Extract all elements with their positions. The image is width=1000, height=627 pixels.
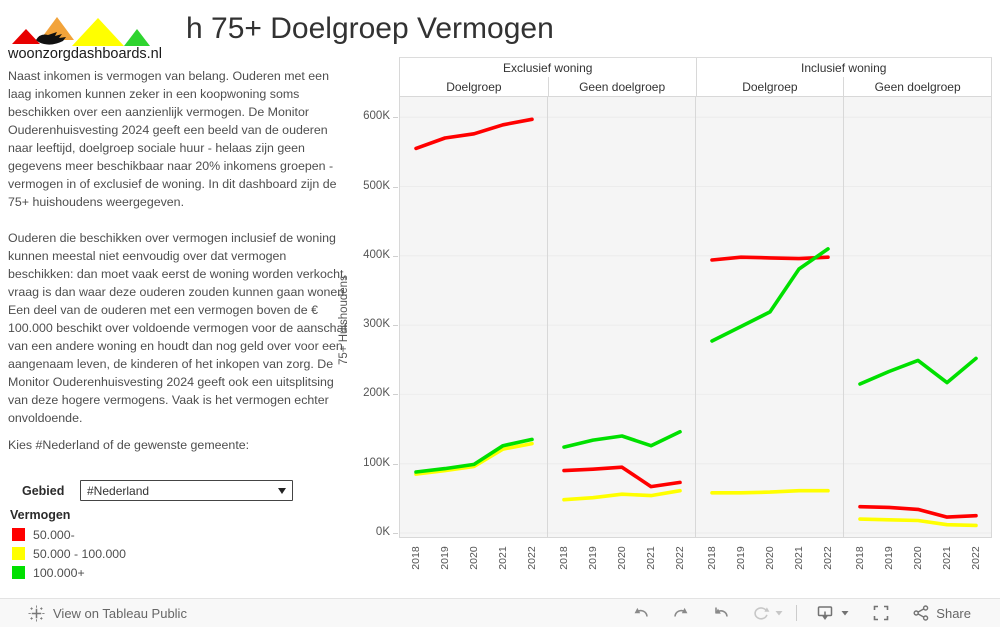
x-tick-label: 2022 (526, 546, 538, 570)
logo-red-triangle-icon (12, 29, 40, 44)
redo-icon (674, 607, 688, 617)
y-tick-label: 600K (363, 110, 390, 123)
device-caret-icon (841, 611, 849, 616)
fullscreen-button[interactable] (861, 599, 901, 627)
logo-yellow-triangle-icon (72, 18, 124, 46)
subcolumn-doelgroep-1: Doelgroep (446, 79, 502, 94)
logo-hand-icon (36, 32, 66, 45)
legend-title: Vermogen (10, 508, 71, 522)
x-tick-label: 2020 (468, 546, 480, 570)
column-group-inclusief-woning: Inclusief woning (695, 58, 992, 77)
tableau-logo-icon (28, 604, 45, 622)
x-tick-label: 2022 (822, 546, 834, 570)
x-tick-label: 2020 (616, 546, 628, 570)
logo-green-triangle-icon (124, 29, 150, 46)
subcolumn-doelgroep-2: Doelgroep (695, 77, 844, 96)
tableau-toolbar: View on Tableau Public (0, 598, 1000, 627)
logo-text: woonzorgdashboards.nl (8, 46, 162, 62)
x-tick-label: 2019 (735, 546, 747, 570)
panel-inclusief-doelgroep[interactable] (695, 97, 843, 537)
view-on-tableau-public-label: View on Tableau Public (53, 605, 187, 621)
legend-swatch-green (12, 566, 25, 579)
subcolumn-geen-doelgroep-2: Geen doelgroep (843, 77, 991, 96)
y-tick-mark (393, 394, 398, 396)
y-tick-label: 200K (363, 387, 390, 400)
legend-item-50000-100000[interactable]: 50.000 - 100.000 (12, 546, 126, 561)
y-tick-mark (393, 533, 398, 534)
legend-label: 50.000- (33, 527, 75, 542)
x-tick-label: 2018 (706, 546, 718, 570)
x-tick-label: 2019 (883, 546, 895, 570)
legend-swatch-yellow (12, 547, 25, 560)
x-tick-label: 2021 (497, 546, 509, 570)
share-button[interactable]: Share (901, 599, 982, 627)
panel-exclusief-doelgroep[interactable] (400, 97, 547, 537)
gebied-dropdown-value: #Nederland (87, 483, 150, 498)
y-tick-label: 100K (363, 456, 390, 469)
column-group-exclusief-woning: Exclusief woning (503, 60, 593, 75)
y-tick-mark (393, 117, 398, 119)
fullscreen-icon (873, 605, 889, 621)
panel-exclusief-geen-doelgroep[interactable] (547, 97, 695, 537)
panel-inclusief-geen-doelgroep[interactable] (843, 97, 991, 537)
device-layout-button[interactable] (805, 599, 861, 627)
chart-panels (399, 97, 992, 538)
revert-button[interactable] (701, 599, 741, 627)
revert-icon (715, 607, 729, 617)
description-paragraph-2: Ouderen die beschikken over vermogen inc… (8, 231, 348, 425)
x-tick-label: 2019 (439, 546, 451, 570)
chart-column-group-header: Exclusief woning Inclusief woning (399, 57, 992, 77)
logo-orange-triangle-icon (40, 17, 74, 40)
y-tick-label: 500K (363, 179, 390, 192)
y-tick-mark (393, 186, 398, 188)
share-label: Share (936, 605, 971, 621)
legend-swatch-red (12, 528, 25, 541)
x-tick-label: 2021 (793, 546, 805, 570)
y-tick-label: 300K (363, 318, 390, 331)
share-icon (913, 605, 929, 621)
x-tick-label: 2022 (674, 546, 686, 570)
x-tick-label: 2018 (854, 546, 866, 570)
legend-item-100000-plus[interactable]: 100.000+ (12, 565, 85, 580)
filter-prompt-text: Kies #Nederland of de gewenste gemeente: (8, 438, 250, 452)
x-tick-label: 2021 (941, 546, 953, 570)
woonzorgdashboards-logo: woonzorgdashboards.nl (8, 6, 178, 62)
y-tick-label: 0K (375, 526, 390, 538)
gebied-filter-label: Gebied (22, 484, 65, 498)
chevron-down-icon (278, 487, 286, 494)
refresh-button[interactable] (741, 599, 788, 627)
undo-icon (634, 607, 649, 617)
y-tick-mark (393, 463, 398, 465)
x-tick-label: 2019 (587, 546, 599, 570)
x-tick-label: 2020 (764, 546, 776, 570)
undo-button[interactable] (621, 599, 661, 627)
y-tick-label: 400K (363, 248, 390, 261)
y-tick-mark (393, 325, 398, 327)
x-tick-label: 2020 (912, 546, 924, 570)
description-paragraph-1: Naast inkomen is vermogen van belang. Ou… (8, 69, 337, 209)
legend-label: 100.000+ (33, 565, 85, 580)
device-download-icon (818, 606, 833, 620)
toolbar-divider (796, 605, 798, 621)
x-tick-label: 2018 (410, 546, 422, 570)
page-title: h 75+ Doelgroep Vermogen (186, 12, 554, 45)
description-text: Naast inkomen is vermogen van belang. Ou… (8, 67, 349, 468)
subcolumn-geen-doelgroep-1: Geen doelgroep (547, 77, 696, 96)
chart-subcolumn-header: Doelgroep Geen doelgroep Doelgroep Geen … (399, 77, 992, 97)
y-tick-mark (393, 255, 398, 257)
refresh-icon (754, 607, 770, 620)
legend-item-50000-minus[interactable]: 50.000- (12, 527, 75, 542)
redo-button[interactable] (661, 599, 701, 627)
refresh-caret-icon (775, 611, 783, 616)
view-on-tableau-public-link[interactable]: View on Tableau Public (28, 604, 187, 622)
x-tick-label: 2022 (970, 546, 982, 570)
legend-label: 50.000 - 100.000 (33, 546, 126, 561)
x-tick-label: 2018 (558, 546, 570, 570)
x-tick-label: 2021 (645, 546, 657, 570)
gebied-dropdown[interactable]: #Nederland (80, 480, 293, 501)
